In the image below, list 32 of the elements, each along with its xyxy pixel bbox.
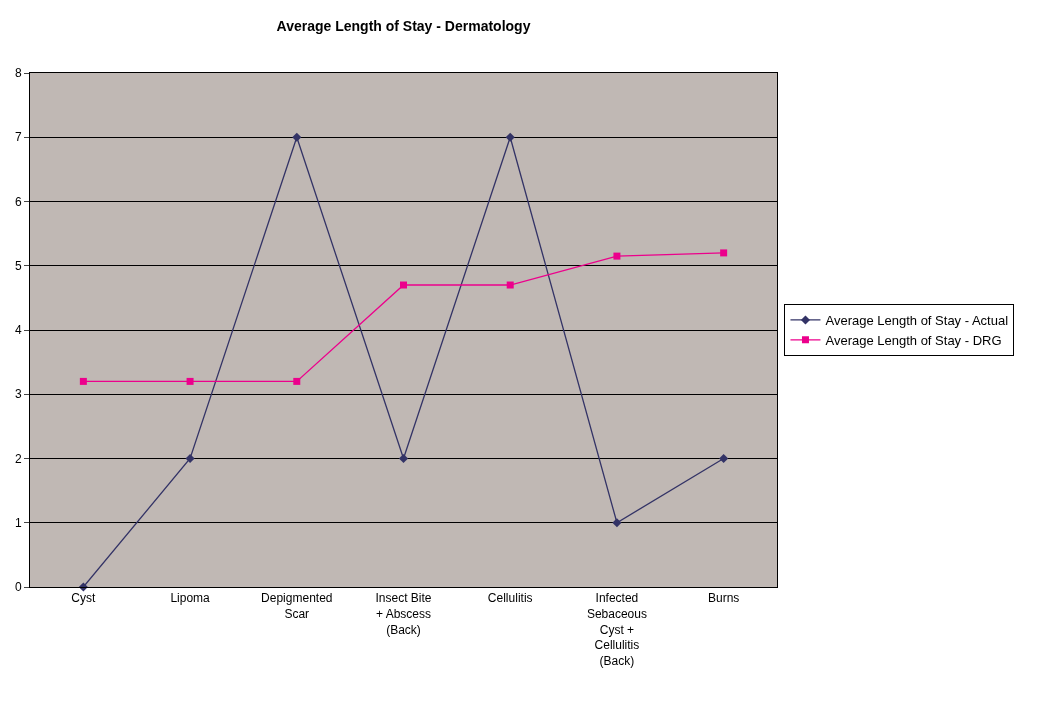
point [79,377,87,385]
point [292,132,302,142]
y-tick-label: 6 [14,194,22,209]
point [506,281,514,289]
point [719,453,729,464]
legend-label: Average Length of Stay - DRG [825,332,1002,348]
y-tick-label: 1 [14,515,22,530]
point [185,453,195,464]
y-tick-label: 7 [14,130,22,145]
y-tick-label: 0 [14,580,22,595]
y-tick-label: 8 [14,66,22,81]
point [613,252,621,260]
x-tick-label: Cyst [71,591,97,606]
x-tick-label: Insect Bite + Abscess (Back) [375,591,432,637]
chart-title: Average Length of Stay - Dermatology [276,17,531,34]
x-tick-label: Cellulitis [487,591,533,606]
point [612,518,622,528]
x-tick-label: Infected Sebaceous Cyst + Cellulitis (Back) [586,591,647,668]
point [505,132,515,142]
y-tick-label: 3 [14,387,22,402]
point [400,281,407,289]
legend-label: Average Length of Stay - Actual [825,313,1009,329]
y-tick-label: 2 [14,451,22,466]
x-tick-label: Lipoma [170,591,211,606]
point [720,249,728,257]
point [186,377,194,385]
x-tick-label: Depigmented Scar [261,591,333,621]
point [398,453,409,464]
point [293,377,301,385]
x-tick-label: Burns [707,591,740,606]
y-tick-label: 5 [14,258,22,273]
y-tick-label: 4 [14,323,22,338]
